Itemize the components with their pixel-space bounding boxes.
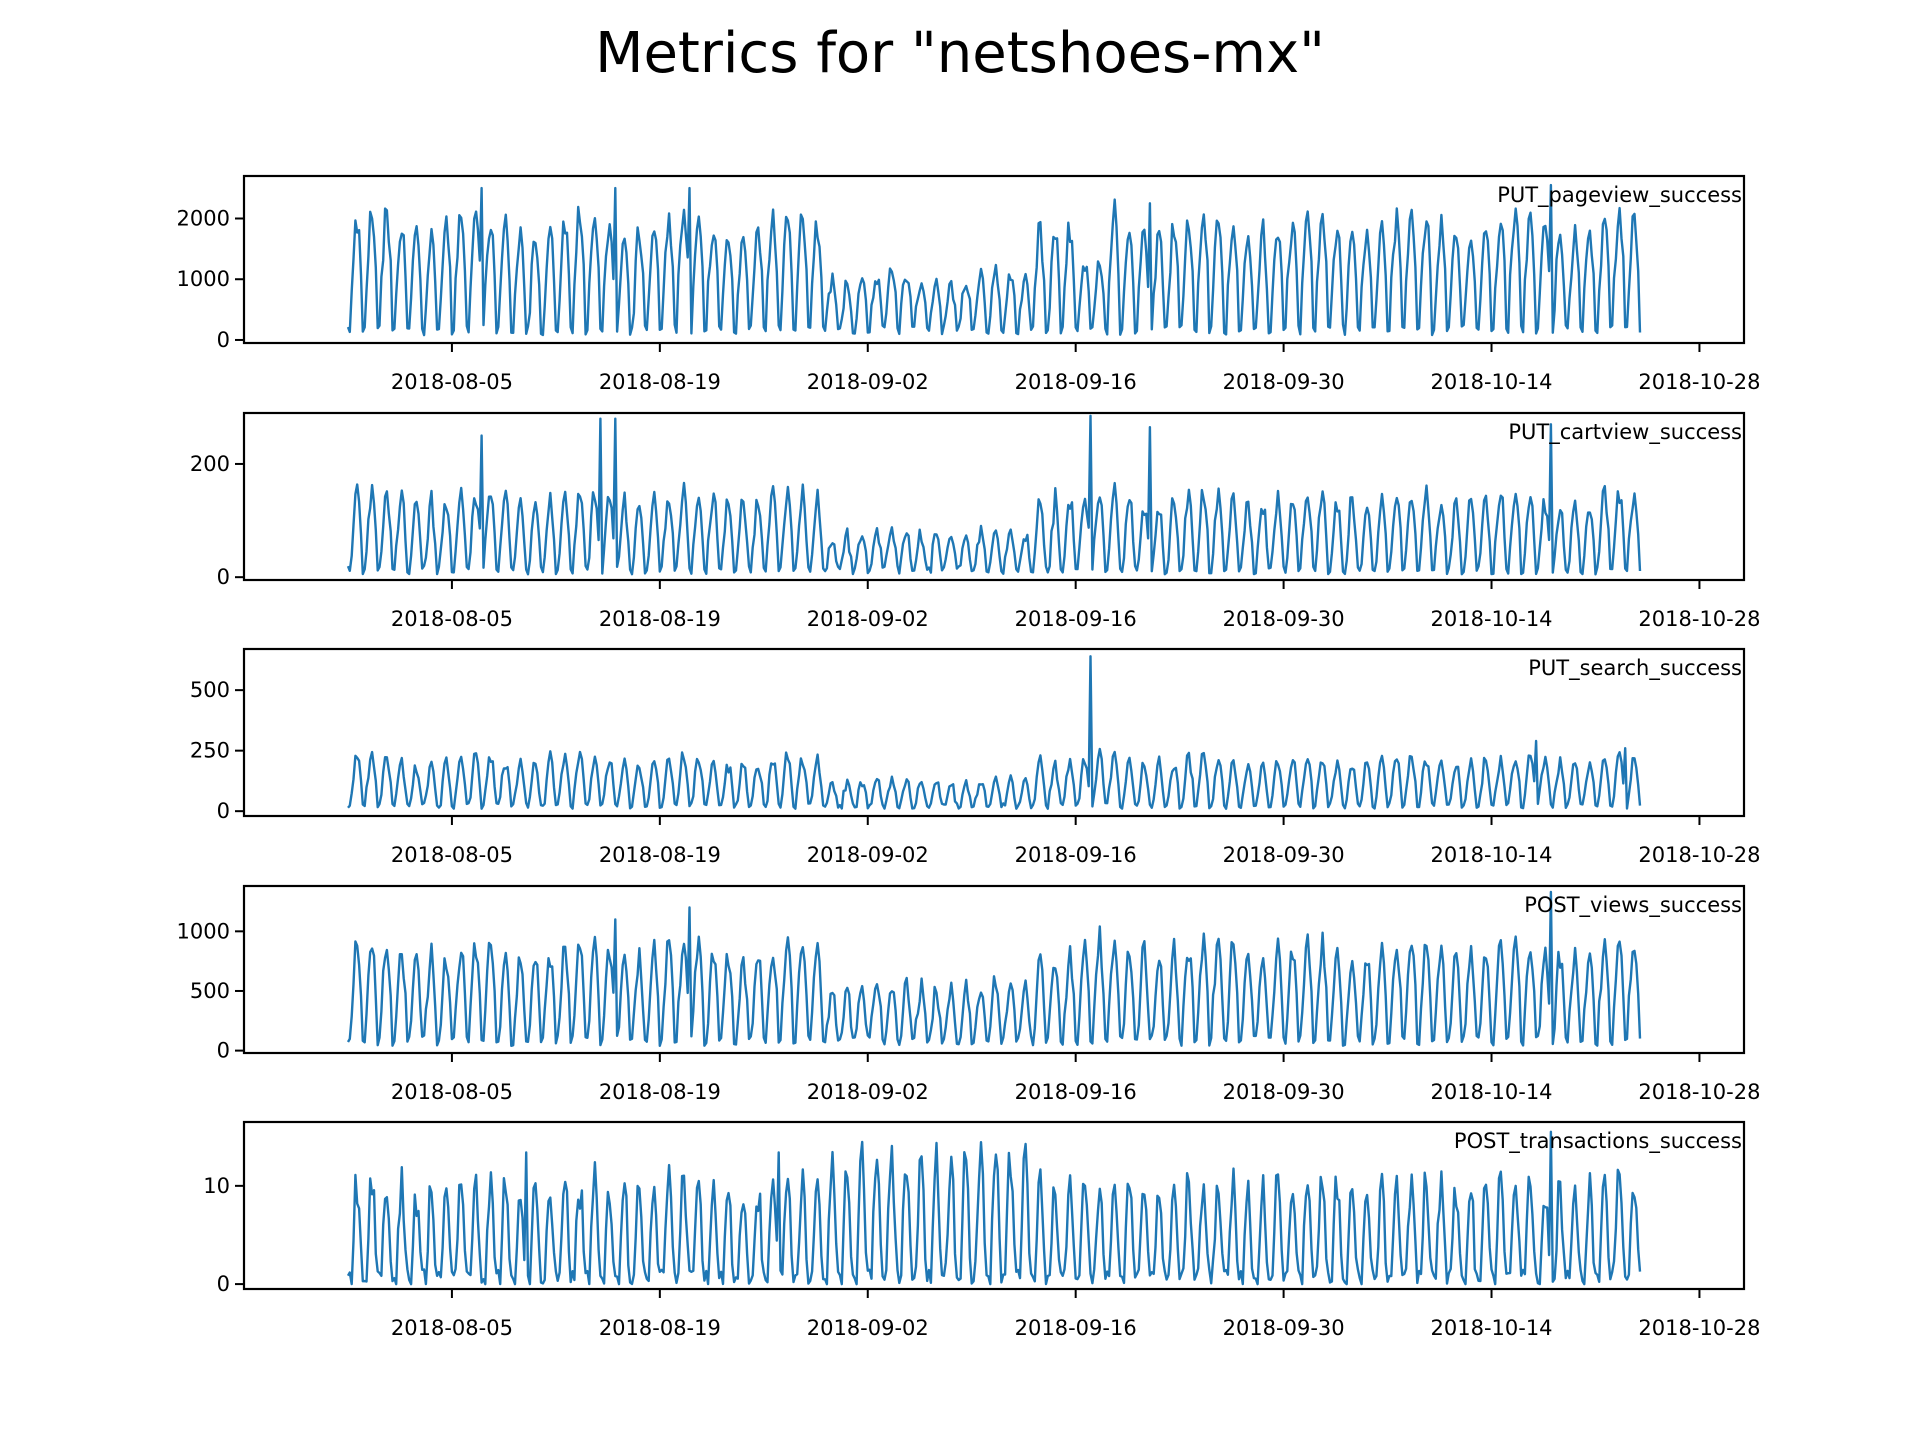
x-tick-label: 2018-10-28 bbox=[1638, 370, 1760, 394]
x-tick-label: 2018-09-16 bbox=[1015, 607, 1137, 631]
x-tick-label: 2018-09-02 bbox=[807, 1316, 929, 1340]
figure-title: Metrics for "netshoes-mx" bbox=[595, 21, 1325, 86]
x-tick-label: 2018-10-14 bbox=[1431, 370, 1553, 394]
x-tick-label: 2018-08-05 bbox=[391, 607, 513, 631]
x-tick-label: 2018-08-05 bbox=[391, 1080, 513, 1104]
panel-1: PUT_pageview_success 0 1000 2000 2018-08-05 2… bbox=[177, 174, 1760, 394]
x-tick-label: 2018-09-16 bbox=[1015, 1316, 1137, 1340]
x-tick-label: 2018-10-28 bbox=[1638, 843, 1760, 867]
axes-frame bbox=[242, 1120, 1746, 1291]
y-tick-label: 0 bbox=[217, 799, 230, 823]
panel-5: POST_transactions_success 0 10 2018-08-05 20… bbox=[203, 1120, 1760, 1340]
y-tick-label: 1000 bbox=[177, 267, 230, 291]
panel-4: POST_views_success 0 500 1000 2018-08-05 2018… bbox=[177, 884, 1760, 1104]
x-tick-label: 2018-09-30 bbox=[1223, 1080, 1345, 1104]
series-label: POST_transactions_success bbox=[1454, 1129, 1742, 1154]
series-label: POST_views_success bbox=[1524, 893, 1742, 918]
x-tick-label: 2018-09-16 bbox=[1015, 370, 1137, 394]
y-tick-label: 200 bbox=[190, 452, 230, 476]
series-line bbox=[346, 1130, 1642, 1286]
y-tick-label: 0 bbox=[217, 1039, 230, 1063]
x-tick-label: 2018-09-16 bbox=[1015, 1080, 1137, 1104]
series-line bbox=[346, 414, 1642, 576]
x-tick-label: 2018-09-02 bbox=[807, 843, 929, 867]
x-tick-label: 2018-09-02 bbox=[807, 1080, 929, 1104]
x-tick-label: 2018-09-30 bbox=[1223, 370, 1345, 394]
panel-3: PUT_search_success 0 250 500 2018-08-05 2018-… bbox=[190, 647, 1760, 867]
x-tick-label: 2018-08-05 bbox=[391, 370, 513, 394]
x-tick-label: 2018-09-30 bbox=[1223, 607, 1345, 631]
y-tick-label: 250 bbox=[190, 739, 230, 763]
y-tick-label: 0 bbox=[217, 328, 230, 352]
x-tick-label: 2018-08-19 bbox=[599, 607, 721, 631]
y-tick-label: 1000 bbox=[177, 919, 230, 943]
series-label: PUT_pageview_success bbox=[1497, 183, 1742, 208]
x-tick-label: 2018-08-19 bbox=[599, 370, 721, 394]
x-tick-label: 2018-09-02 bbox=[807, 370, 929, 394]
axes-frame bbox=[242, 174, 1746, 345]
series-line bbox=[346, 890, 1642, 1047]
x-tick-label: 2018-10-14 bbox=[1431, 1316, 1553, 1340]
y-tick-label: 10 bbox=[203, 1174, 230, 1198]
series-label: PUT_search_success bbox=[1528, 656, 1742, 681]
x-tick-label: 2018-08-05 bbox=[391, 843, 513, 867]
y-tick-label: 500 bbox=[190, 979, 230, 1003]
x-tick-label: 2018-09-02 bbox=[807, 607, 929, 631]
y-tick-label: 0 bbox=[217, 565, 230, 589]
panel-2: PUT_cartview_success 0 200 2018-08-05 2018-0… bbox=[190, 411, 1760, 631]
x-tick-label: 2018-10-28 bbox=[1638, 1316, 1760, 1340]
x-tick-label: 2018-08-19 bbox=[599, 1080, 721, 1104]
x-tick-label: 2018-10-14 bbox=[1431, 843, 1553, 867]
x-tick-label: 2018-08-19 bbox=[599, 843, 721, 867]
series-line bbox=[347, 655, 1642, 810]
axes-frame bbox=[242, 647, 1746, 818]
series-line bbox=[346, 183, 1642, 337]
x-tick-label: 2018-08-05 bbox=[391, 1316, 513, 1340]
axes-frame bbox=[242, 411, 1746, 582]
x-tick-label: 2018-08-19 bbox=[599, 1316, 721, 1340]
series-label: PUT_cartview_success bbox=[1508, 420, 1742, 445]
axes-frame bbox=[242, 884, 1746, 1055]
x-tick-label: 2018-10-14 bbox=[1431, 1080, 1553, 1104]
x-tick-label: 2018-09-16 bbox=[1015, 843, 1137, 867]
y-tick-label: 2000 bbox=[177, 207, 230, 231]
x-tick-label: 2018-10-14 bbox=[1431, 607, 1553, 631]
x-tick-label: 2018-09-30 bbox=[1223, 843, 1345, 867]
y-tick-label: 0 bbox=[217, 1272, 230, 1296]
x-tick-label: 2018-10-28 bbox=[1638, 1080, 1760, 1104]
x-tick-label: 2018-09-30 bbox=[1223, 1316, 1345, 1340]
x-tick-label: 2018-10-28 bbox=[1638, 607, 1760, 631]
y-tick-label: 500 bbox=[190, 678, 230, 702]
